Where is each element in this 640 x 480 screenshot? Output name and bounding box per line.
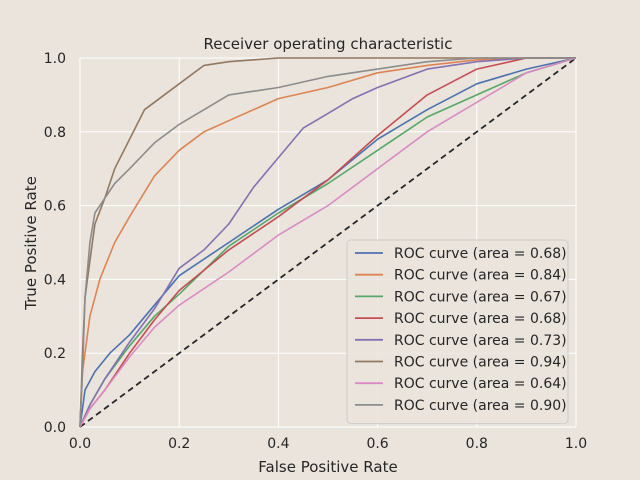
x-tick-label: 0.6 [366, 436, 388, 452]
roc-series-line [79, 57, 577, 428]
x-tick-label: 0.4 [267, 436, 289, 452]
legend-entry-label: ROC curve (area = 0.64) [394, 376, 567, 392]
x-tick-label: 0.2 [168, 436, 190, 452]
legend-entry-label: ROC curve (area = 0.94) [394, 355, 567, 371]
x-tick-label: 0.0 [69, 436, 91, 452]
x-axis-label: False Positive Rate [258, 458, 397, 476]
y-axis-label: True Positive Rate [22, 176, 40, 311]
y-tick-label: 0.8 [44, 125, 66, 141]
y-tick-label: 0.4 [44, 272, 66, 288]
legend-entry-label: ROC curve (area = 0.73) [394, 333, 567, 349]
x-tick-label: 0.8 [466, 436, 488, 452]
legend-entry-label: ROC curve (area = 0.84) [394, 268, 567, 284]
chart-title: Receiver operating characteristic [204, 35, 453, 53]
roc-series-line [79, 57, 576, 428]
legend-entry-label: ROC curve (area = 0.67) [394, 289, 567, 305]
legend-entry-label: ROC curve (area = 0.68) [394, 246, 567, 262]
y-tick-label: 0.6 [44, 199, 66, 215]
roc-series-line [79, 57, 576, 428]
roc-series-line [79, 57, 576, 428]
plot-area: 0.0 0.2 0.4 0.6 0.8 1.0 0.0 0.2 0.4 0.6 0.8 1.0 ROC … [44, 51, 587, 452]
y-tick-label: 0.0 [44, 420, 66, 436]
legend-entry-label: ROC curve (area = 0.90) [394, 398, 567, 414]
y-tick-label: 1.0 [44, 51, 66, 67]
roc-series-line [79, 57, 577, 428]
roc-series-line [79, 57, 576, 428]
y-tick-label: 0.2 [44, 346, 66, 362]
x-tick-label: 1.0 [565, 436, 587, 452]
baseline-diagonal [79, 57, 577, 428]
legend-box [346, 239, 569, 425]
legend-entry-label: ROC curve (area = 0.68) [394, 311, 567, 327]
